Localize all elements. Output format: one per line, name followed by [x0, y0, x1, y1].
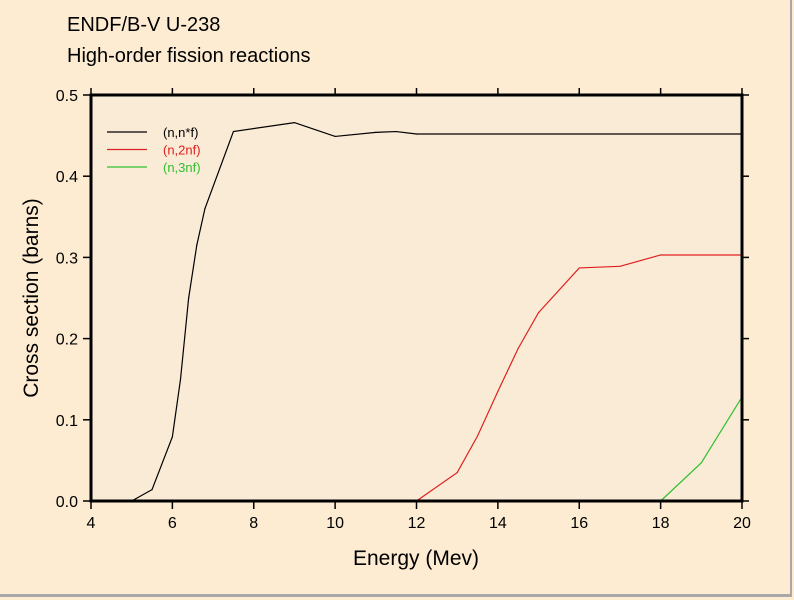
- y-tick-label: 0.2: [56, 332, 78, 349]
- series-line-0: [131, 121, 742, 502]
- x-axis-label: Energy (Mev): [353, 547, 479, 570]
- data-point: [334, 135, 336, 138]
- x-tick-label: 4: [87, 515, 96, 532]
- data-point: [151, 489, 153, 491]
- data-point: [700, 462, 702, 464]
- y-tick-label: 0.5: [56, 88, 78, 105]
- y-tick-label: 0.0: [56, 494, 78, 511]
- data-point: [293, 122, 296, 124]
- plot-area: [91, 95, 742, 501]
- x-tick-label: 10: [326, 515, 344, 532]
- series-line-1: [416, 254, 742, 502]
- data-point: [171, 436, 173, 438]
- data-point: [179, 378, 182, 380]
- data-point: [619, 265, 621, 267]
- chart-subtitle: High-order fission reactions: [67, 45, 311, 67]
- data-point: [196, 244, 198, 246]
- data-point: [395, 130, 397, 133]
- x-tick-label: 14: [489, 515, 507, 532]
- y-tick-label: 0.4: [56, 169, 78, 186]
- x-tick-label: 8: [249, 515, 258, 532]
- data-point: [456, 471, 458, 474]
- data-point: [204, 208, 206, 210]
- data-point: [660, 254, 662, 256]
- x-tick-label: 12: [408, 515, 426, 532]
- data-point: [578, 267, 580, 269]
- x-tick-label: 18: [652, 515, 670, 532]
- x-tick-label: 20: [733, 515, 751, 532]
- data-point: [517, 347, 519, 349]
- y-axis-label: Cross section (barns): [20, 198, 43, 398]
- data-point: [537, 312, 540, 314]
- data-point: [476, 435, 479, 437]
- data-point: [415, 133, 418, 135]
- data-point: [375, 131, 377, 133]
- data-point: [232, 130, 235, 133]
- data-point: [188, 297, 190, 299]
- y-tick-label: 0.1: [56, 413, 78, 430]
- legend-label: (n,n*f): [163, 125, 198, 140]
- x-tick-label: 6: [168, 515, 177, 532]
- chart-title: ENDF/B-V U-238: [67, 14, 221, 36]
- data-point: [497, 390, 499, 392]
- x-tick-label: 16: [570, 515, 588, 532]
- legend-label: (n,3nf): [163, 160, 201, 175]
- y-tick-label: 0.3: [56, 250, 78, 267]
- legend-label: (n,2nf): [163, 143, 201, 158]
